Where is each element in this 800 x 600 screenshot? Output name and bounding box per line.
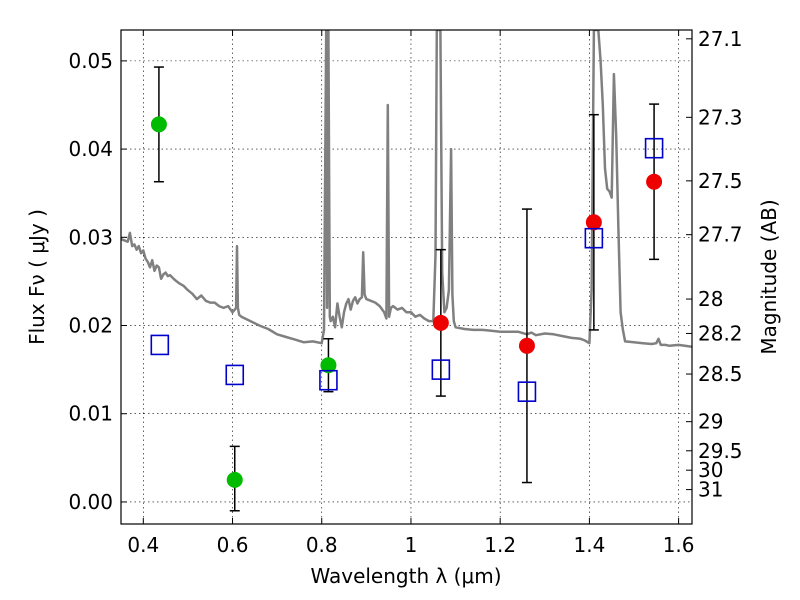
circle-marker: [646, 173, 663, 190]
x-axis-label: Wavelength λ (μm): [310, 564, 501, 588]
y-tick-label: 0.01: [68, 402, 113, 426]
x-tick-label: 0.6: [217, 533, 249, 557]
y-tick-label: 0.02: [68, 314, 113, 338]
right-tick-label: 29.5: [698, 439, 743, 463]
right-tick-label: 27.5: [698, 169, 743, 193]
right-tick-label: 28: [698, 287, 723, 311]
x-tick-label: 1.2: [484, 533, 516, 557]
right-tick-label: 27.1: [698, 27, 743, 51]
open-square-marker: [584, 227, 604, 249]
y-axis-label: Flux Fν ( μJy ): [25, 209, 49, 345]
open-square-marker: [431, 359, 451, 380]
plot-frame: [120, 29, 693, 525]
x-tick-label: 1: [405, 533, 418, 557]
right-tick-label: 28.5: [698, 362, 743, 386]
open-square-marker: [644, 137, 664, 159]
model-spectrum-line: [121, 30, 692, 348]
circle-marker: [226, 471, 243, 488]
y-tick-label: 0.04: [68, 137, 113, 161]
right-tick-label: 31: [698, 478, 723, 502]
axis-ticks: [121, 30, 692, 524]
circle-marker: [320, 357, 337, 374]
y-tick-label: 0.00: [68, 490, 113, 514]
x-tick-label: 1.6: [663, 533, 695, 557]
right-tick-label: 27.3: [698, 105, 743, 129]
plot-area: [121, 30, 692, 524]
circle-marker: [585, 214, 602, 231]
circle-marker: [432, 314, 449, 331]
y-tick-label: 0.05: [68, 49, 113, 73]
x-tick-label: 0.8: [306, 533, 338, 557]
circle-marker: [518, 337, 535, 354]
tick-labels: 0.4 0.6 0.8 1 1.2 1.4 1.6 0.00 0.01 0.02 0.03 0.04 0…: [68, 27, 742, 557]
open-square-marker: [225, 364, 245, 386]
right-tick-label: 28.2: [698, 321, 743, 345]
grid-lines: [121, 30, 692, 524]
right-tick-label: 27.7: [698, 223, 743, 247]
right-tick-label: 29: [698, 410, 723, 434]
open-square-marker: [517, 381, 537, 402]
right-tick-label: 30: [698, 458, 723, 482]
y-tick-label: 0.03: [68, 225, 113, 249]
open-square-marker: [150, 334, 170, 356]
circle-marker: [150, 116, 167, 133]
right-axis-label: Magnitude (AB): [757, 199, 781, 354]
x-tick-label: 0.4: [127, 533, 159, 557]
x-tick-label: 1.4: [573, 533, 605, 557]
data-points: [150, 66, 664, 512]
open-square-marker: [319, 369, 338, 391]
